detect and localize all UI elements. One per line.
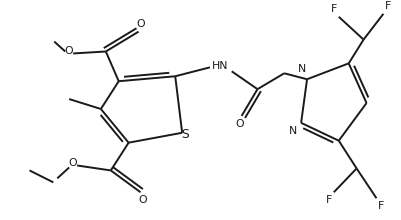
Text: O: O: [65, 46, 73, 57]
Text: HN: HN: [212, 61, 228, 71]
Text: F: F: [326, 195, 332, 205]
Text: O: O: [235, 119, 244, 129]
Text: F: F: [331, 4, 337, 14]
Text: N: N: [289, 126, 297, 136]
Text: F: F: [385, 1, 391, 11]
Text: N: N: [298, 64, 306, 74]
Text: S: S: [181, 128, 189, 141]
Text: O: O: [69, 158, 77, 169]
Text: F: F: [378, 201, 385, 211]
Text: O: O: [138, 195, 147, 205]
Text: O: O: [136, 19, 145, 29]
